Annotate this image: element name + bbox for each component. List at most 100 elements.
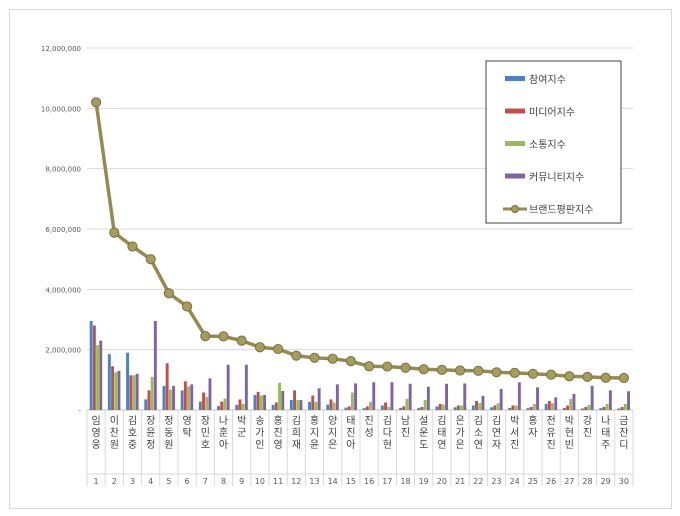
- bar-4-3: [135, 373, 139, 410]
- bar-1-5: [162, 385, 166, 410]
- bar-4-27: [572, 394, 576, 410]
- line-series: [91, 97, 630, 384]
- brand-index-point-9: [236, 335, 247, 346]
- brand-index-point-28: [582, 371, 593, 382]
- bar-2-7: [202, 392, 205, 410]
- bar-3-25: [532, 403, 536, 410]
- category-number-1: 1: [94, 477, 99, 486]
- bar-3-11: [278, 382, 281, 410]
- bar-2-13: [311, 395, 315, 410]
- bar-2-15: [347, 406, 351, 410]
- bar-3-19: [423, 400, 427, 410]
- bar-2-20: [438, 403, 442, 410]
- brand-index-point-6: [182, 301, 193, 312]
- bar-2-19: [420, 406, 424, 410]
- brand-index-point-27: [564, 371, 575, 382]
- bar-3-14: [332, 402, 336, 410]
- bar-1-9: [235, 404, 239, 410]
- bar-1-20: [435, 406, 439, 410]
- bar-1-23: [490, 407, 493, 410]
- category-number-11: 11: [273, 477, 283, 486]
- bar-1-14: [326, 404, 330, 410]
- category-number-29: 29: [601, 477, 611, 486]
- category-number-10: 10: [255, 477, 265, 486]
- y-tick-label: 8,000,000: [45, 166, 81, 174]
- bar-2-14: [329, 399, 333, 410]
- bar-4-8: [226, 364, 230, 410]
- bar-4-19: [426, 386, 430, 410]
- bar-3-29: [605, 403, 609, 410]
- legend-label-1: 참여지수: [529, 74, 566, 86]
- bar-3-30: [623, 403, 627, 410]
- brand-index-point-20: [436, 364, 447, 375]
- bar-3-21: [460, 405, 463, 410]
- category-number-25: 25: [528, 477, 538, 486]
- brand-index-point-4: [145, 254, 156, 265]
- y-tick-label: 6,000,000: [45, 226, 81, 234]
- bar-1-12: [289, 400, 293, 410]
- y-axis: - 2,000,000 4,000,000 6,000,000 8,000,000 10,…: [41, 45, 82, 415]
- bar-3-5: [168, 389, 172, 410]
- bar-1-29: [599, 408, 603, 410]
- category-number-22: 22: [473, 477, 483, 486]
- bar-4-2: [117, 370, 121, 410]
- bar-2-10: [256, 391, 260, 410]
- bar-3-28: [587, 404, 591, 410]
- bar-3-2: [114, 372, 118, 410]
- bar-3-4: [150, 376, 154, 410]
- bar-1-3: [126, 352, 129, 410]
- brand-index-point-25: [527, 368, 539, 379]
- bar-3-17: [387, 406, 391, 410]
- brand-index-point-14: [327, 353, 338, 364]
- bar-4-6: [190, 384, 194, 410]
- bar-3-13: [314, 401, 318, 410]
- bar-1-16: [362, 408, 366, 410]
- bar-2-29: [602, 406, 606, 410]
- legend-marker: [511, 205, 519, 213]
- bar-2-6: [183, 381, 187, 410]
- bar-4-18: [408, 383, 412, 410]
- bar-2-9: [238, 399, 242, 410]
- bar-2-4: [147, 390, 151, 410]
- brand-index-point-10: [254, 342, 265, 353]
- brand-index-point-23: [491, 367, 502, 378]
- bar-2-17: [384, 402, 387, 410]
- bar-4-9: [244, 364, 248, 410]
- category-number-27: 27: [564, 477, 574, 486]
- bar-3-26: [551, 403, 554, 410]
- bar-3-3: [132, 375, 136, 410]
- category-number-17: 17: [382, 477, 392, 486]
- bar-4-26: [554, 397, 558, 410]
- brand-index-point-17: [382, 361, 393, 372]
- bar-1-25: [526, 408, 530, 410]
- bar-4-12: [299, 400, 303, 410]
- bar-4-10: [263, 394, 266, 410]
- bar-3-23: [496, 403, 500, 410]
- brand-index-point-12: [291, 350, 302, 361]
- bar-1-30: [617, 408, 621, 410]
- bar-2-26: [547, 400, 551, 410]
- category-number-14: 14: [328, 477, 338, 486]
- bar-1-18: [399, 407, 402, 410]
- brand-index-point-7: [200, 330, 211, 342]
- bar-3-6: [187, 386, 190, 410]
- bar-4-21: [463, 383, 467, 410]
- category-number-12: 12: [291, 477, 301, 486]
- bar-2-22: [475, 400, 478, 410]
- bar-3-7: [205, 397, 209, 410]
